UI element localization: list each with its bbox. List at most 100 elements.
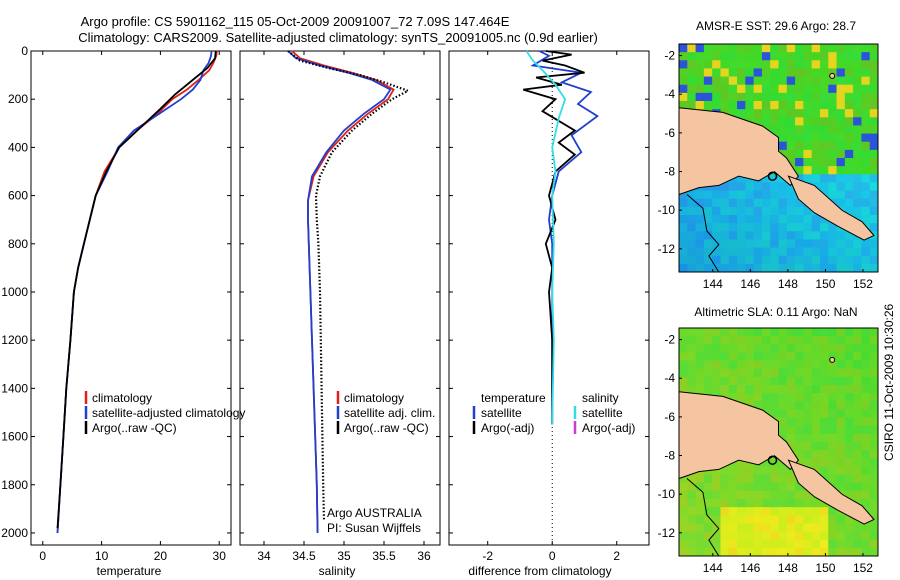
map-cell [703, 44, 713, 53]
map-cell [770, 52, 779, 61]
map-cell [836, 352, 846, 361]
map-cell [811, 368, 821, 378]
map-cell [795, 344, 804, 353]
map-cell [687, 239, 696, 248]
map-y-tick-label: -6 [664, 126, 675, 140]
map-cell [844, 255, 854, 265]
map-cell [844, 376, 854, 386]
map-cell [844, 442, 854, 451]
map-cell [753, 52, 763, 61]
map-cell [720, 239, 730, 248]
map-cell [770, 206, 779, 216]
map-cell [720, 539, 730, 549]
map-cell [828, 109, 837, 118]
map-cell [778, 149, 788, 159]
map-cell [786, 255, 796, 265]
map-cell [811, 60, 821, 69]
map-cell [861, 376, 871, 386]
map-cell [761, 247, 771, 257]
map-cell [786, 198, 796, 208]
map-cell [712, 76, 721, 86]
map-cell [679, 482, 688, 492]
salinity-legend: climatology satellite adj. clim. Argo(..… [336, 391, 435, 435]
map-cell [761, 76, 771, 86]
map-cell [803, 417, 813, 427]
map-cell [728, 182, 738, 191]
map-cell [778, 409, 788, 418]
map-cell [811, 239, 821, 248]
map-cell [844, 239, 854, 248]
map-cell [795, 231, 804, 240]
map-cell [803, 393, 813, 402]
map-cell [861, 239, 871, 248]
series-temperature-argo-adj- [522, 50, 585, 425]
map-cell [737, 531, 746, 541]
map-cell [844, 385, 854, 394]
map-cell [712, 247, 721, 257]
map-cell [778, 68, 788, 77]
map-cell [712, 376, 721, 386]
map-cell [786, 117, 796, 126]
map-cell [778, 523, 788, 532]
map-cell [803, 352, 813, 361]
depth-tick-label: 2000 [1, 526, 28, 540]
map-cell [795, 523, 804, 532]
map-cell [869, 133, 879, 143]
map-cell [770, 239, 779, 248]
map-cell [778, 328, 788, 337]
map-cell [853, 442, 862, 451]
map-cell [828, 101, 837, 110]
map-cell [745, 231, 755, 240]
map-cell [712, 68, 721, 77]
map-cell [728, 52, 738, 61]
map-cell [737, 76, 746, 86]
map-cell [753, 68, 763, 77]
map-cell [770, 531, 779, 541]
map-cell [737, 198, 746, 208]
map-cell [687, 263, 696, 273]
map-cell [745, 336, 755, 345]
map-cell [778, 466, 788, 475]
map-cell [695, 223, 705, 232]
map-cell [687, 344, 696, 353]
map-cell [861, 466, 871, 475]
map-cell [861, 523, 871, 532]
map-cell [786, 239, 796, 248]
map-cell [786, 141, 796, 151]
map-cell [819, 368, 829, 378]
map-cell [811, 84, 821, 94]
map-cell [819, 425, 829, 435]
map-cell [819, 376, 829, 386]
map-cell [778, 101, 788, 110]
map-cell [761, 60, 771, 69]
map-cell [712, 507, 721, 516]
map-cell [679, 84, 688, 94]
legend-label-climatology: climatology [344, 391, 404, 405]
map-cell [819, 92, 829, 102]
map-cell [737, 376, 746, 386]
map-cell [836, 433, 846, 443]
map-cell [844, 60, 854, 69]
map-cell [803, 263, 813, 273]
map-cell [761, 263, 771, 273]
map-cell [828, 231, 837, 240]
x-tick-label: 0 [39, 549, 46, 563]
map-cell [811, 531, 821, 541]
map-cell [695, 190, 705, 200]
map-cell [753, 60, 763, 69]
map-cell [795, 158, 804, 167]
map-cell [795, 409, 804, 418]
map-cell [778, 206, 788, 216]
map-cell [828, 425, 837, 435]
map-cell [679, 336, 688, 345]
map-cell [869, 523, 879, 532]
map-cell [753, 198, 763, 208]
map-cell [737, 263, 746, 273]
depth-tick-label: 1600 [1, 430, 28, 444]
map-cell [861, 352, 871, 361]
map-cell [869, 507, 879, 516]
map-cell [819, 84, 829, 94]
map-cell [737, 44, 746, 53]
map-cell [803, 125, 813, 134]
map-cell [703, 474, 713, 484]
